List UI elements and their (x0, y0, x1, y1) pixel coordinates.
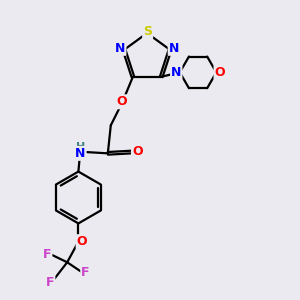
Text: N: N (75, 147, 85, 160)
Text: O: O (117, 95, 127, 108)
Text: O: O (214, 66, 225, 79)
Text: S: S (143, 25, 152, 38)
Text: N: N (115, 42, 125, 55)
Text: F: F (46, 275, 54, 289)
Text: O: O (132, 146, 142, 158)
Text: N: N (169, 42, 179, 55)
Text: F: F (81, 266, 90, 279)
Text: O: O (76, 235, 87, 248)
Text: F: F (43, 248, 51, 260)
Text: H: H (76, 142, 85, 152)
Text: N: N (171, 66, 181, 79)
